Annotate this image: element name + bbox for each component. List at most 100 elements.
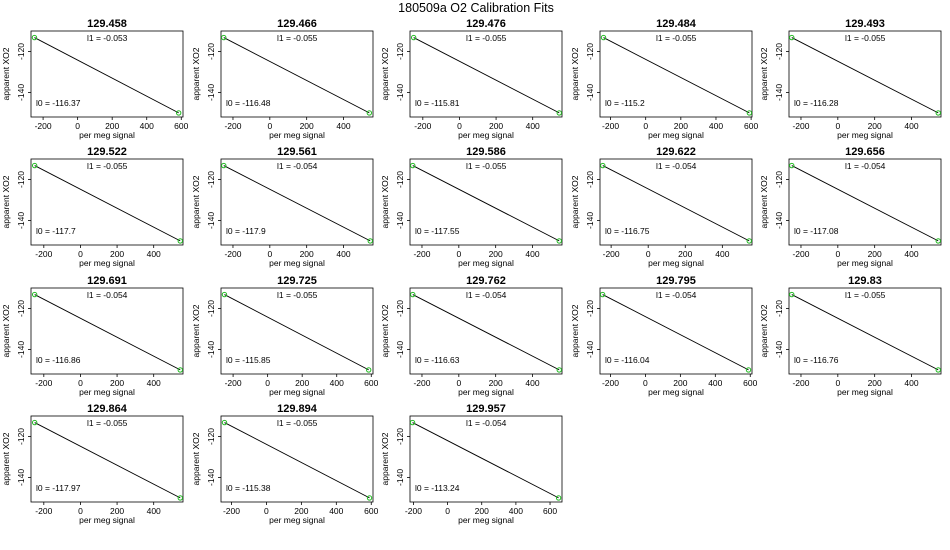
x-tick-label: 200 — [489, 121, 503, 131]
x-tick-label: 200 — [294, 506, 308, 516]
panel-title: 129.795 — [656, 275, 696, 287]
y-tick-label: -140 — [206, 469, 216, 486]
x-tick-label: 400 — [147, 378, 161, 388]
x-axis-label: per meg signal — [458, 258, 514, 268]
fit-line — [791, 294, 939, 371]
x-axis-label: per meg signal — [458, 130, 514, 140]
data-point — [935, 110, 941, 116]
panel-title: 129.586 — [466, 146, 506, 158]
x-axis-label: per meg signal — [79, 258, 135, 268]
data-point — [745, 367, 752, 373]
y-tick-label: -140 — [774, 341, 784, 358]
x-axis-label: per meg signal — [79, 515, 135, 525]
y-axis-label: apparent XO2 — [570, 47, 580, 100]
data-point — [556, 238, 562, 244]
calibration-panel: 129.586 l1 = -0.055 l0 = -117.55 -200 0 200 40… — [380, 146, 563, 268]
x-tick-label: 0 — [267, 249, 272, 259]
x-tick-label: 200 — [110, 506, 124, 516]
y-tick-label: -120 — [16, 171, 26, 188]
y-tick-label: -140 — [585, 212, 595, 229]
x-tick-label: 0 — [457, 121, 462, 131]
y-tick-label: -120 — [774, 300, 784, 317]
panel-title: 129.864 — [87, 403, 128, 415]
slope-label: l1 = -0.055 — [277, 33, 318, 43]
x-axis-label: per meg signal — [79, 130, 135, 140]
fit-line — [413, 37, 560, 114]
x-tick-label: 200 — [300, 249, 314, 259]
data-point — [221, 34, 227, 41]
y-tick-label: -120 — [206, 171, 216, 188]
y-tick-label: -120 — [585, 171, 595, 188]
y-axis-label: apparent XO2 — [191, 47, 201, 100]
y-axis-label: apparent XO2 — [380, 175, 390, 228]
x-tick-label: 400 — [904, 249, 918, 259]
fit-line — [412, 294, 560, 371]
panel-title: 129.83 — [848, 275, 882, 287]
data-point — [221, 419, 228, 426]
data-point — [746, 110, 753, 116]
plot-frame — [30, 415, 184, 503]
data-point — [746, 238, 752, 244]
data-point — [556, 367, 562, 373]
panel-title: 129.656 — [845, 146, 885, 158]
plot-frame — [220, 30, 374, 118]
x-tick-label: 400 — [525, 378, 539, 388]
panel-title: 129.458 — [87, 18, 127, 30]
panel-title: 129.493 — [845, 18, 885, 30]
slope-label: l1 = -0.054 — [466, 418, 507, 428]
x-tick-label: 600 — [743, 378, 757, 388]
intercept-label: l0 = -116.75 — [605, 226, 650, 236]
x-axis-label: per meg signal — [648, 130, 704, 140]
intercept-label: l0 = -117.08 — [794, 226, 839, 236]
panel-title: 129.522 — [87, 146, 127, 158]
x-axis-label: per meg signal — [458, 387, 514, 397]
y-axis-label: apparent XO2 — [380, 432, 390, 485]
panel-title: 129.622 — [656, 146, 696, 158]
x-tick-label: -200 — [792, 121, 809, 131]
data-point — [177, 495, 183, 501]
x-tick-label: -200 — [413, 378, 430, 388]
slope-label: l1 = -0.055 — [845, 33, 886, 43]
y-tick-label: -120 — [585, 300, 595, 317]
fit-line — [224, 294, 369, 371]
x-tick-label: 400 — [336, 249, 350, 259]
x-tick-label: -200 — [414, 121, 431, 131]
plot-frame — [599, 30, 753, 118]
intercept-label: l0 = -115.2 — [605, 98, 645, 108]
figure-title: 180509a O2 Calibration Fits — [398, 1, 554, 15]
plot-frame — [788, 30, 942, 118]
slope-label: l1 = -0.054 — [277, 161, 318, 171]
y-tick-label: -120 — [16, 43, 26, 60]
x-tick-label: 0 — [78, 378, 83, 388]
panel-title: 129.466 — [277, 18, 317, 30]
panel-title: 129.957 — [466, 403, 506, 415]
calibration-panel: 129.762 l1 = -0.054 l0 = -116.63 -200 0 200 40… — [380, 275, 563, 397]
y-tick-label: -120 — [395, 428, 405, 445]
x-tick-label: 0 — [456, 378, 461, 388]
calibration-panel: 129.484 l1 = -0.055 l0 = -115.2 -200 0 200 400… — [570, 18, 758, 140]
plot-frame — [409, 415, 563, 503]
calibration-panel: 129.561 l1 = -0.054 l0 = -117.9 -200 0 200 400… — [191, 146, 374, 268]
y-axis-label: apparent XO2 — [191, 304, 201, 357]
intercept-label: l0 = -117.7 — [36, 226, 76, 236]
calibration-panel: 129.894 l1 = -0.055 l0 = -115.38 -200 0 200 40… — [191, 403, 379, 525]
x-tick-label: 200 — [674, 121, 688, 131]
x-tick-label: 200 — [678, 249, 692, 259]
slope-label: l1 = -0.055 — [656, 33, 697, 43]
x-tick-label: 0 — [78, 506, 83, 516]
panel-title: 129.691 — [87, 275, 127, 287]
x-tick-label: -200 — [224, 121, 241, 131]
data-point — [789, 34, 795, 41]
y-tick-label: -140 — [395, 341, 405, 358]
x-axis-label: per meg signal — [837, 258, 893, 268]
data-point — [600, 34, 607, 41]
fit-line — [224, 422, 370, 499]
x-tick-label: -200 — [35, 506, 52, 516]
x-tick-label: -200 — [413, 249, 430, 259]
calibration-panel: 129.691 l1 = -0.054 l0 = -116.86 -200 0 200 40… — [1, 275, 184, 397]
fit-line — [34, 165, 181, 242]
x-tick-label: 600 — [543, 506, 557, 516]
panel-title: 129.725 — [277, 275, 317, 287]
y-tick-label: -140 — [206, 212, 216, 229]
slope-label: l1 = -0.055 — [466, 161, 507, 171]
